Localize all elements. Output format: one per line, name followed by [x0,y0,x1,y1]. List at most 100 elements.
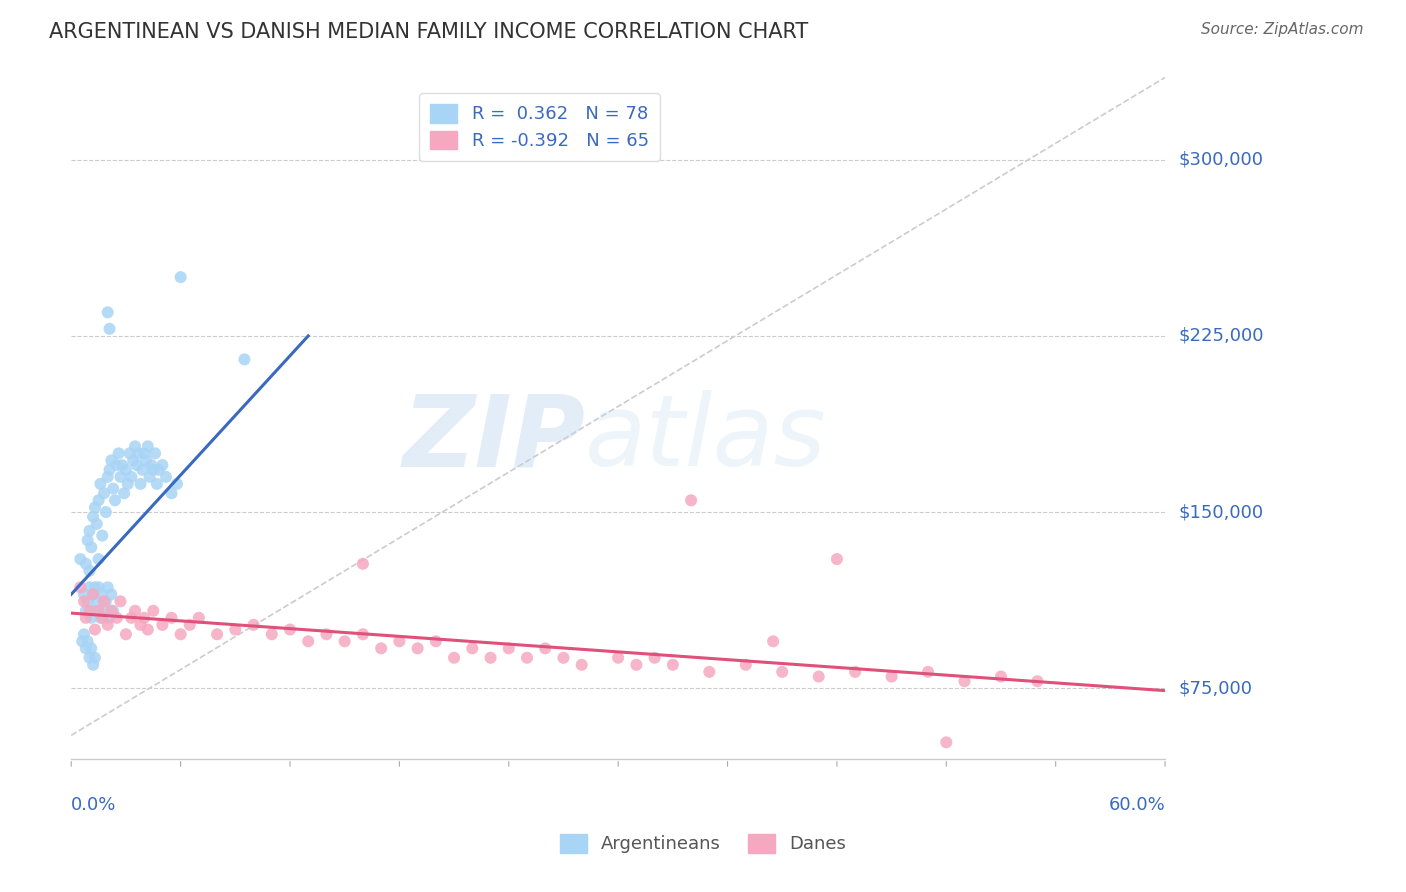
Point [73,627,96,641]
Point [75,641,97,656]
Point [205,627,228,641]
Text: 0.0%: 0.0% [72,797,117,814]
Point [100,587,122,601]
Point [84,623,107,637]
Point [150,618,173,632]
Point [352,627,374,641]
Point [69,552,91,566]
Point [166,476,188,491]
Point [115,463,138,477]
Point [844,665,866,679]
Point [75,611,97,625]
Point [136,623,159,637]
Point [97,470,120,484]
Point [79,604,101,618]
Point [101,482,124,496]
Point [75,604,97,618]
Point [89,611,111,625]
Point [150,458,173,472]
Point [626,657,648,672]
Point [553,650,575,665]
Point [73,587,96,601]
Point [76,533,98,548]
Point [84,500,107,515]
Point [681,493,703,508]
Point [443,650,465,665]
Text: ARGENTINEAN VS DANISH MEDIAN FAMILY INCOME CORRELATION CHART: ARGENTINEAN VS DANISH MEDIAN FAMILY INCO… [49,22,808,42]
Point [111,458,134,472]
Point [107,446,129,460]
Point [93,486,115,500]
Point [82,587,104,601]
Point [94,505,117,519]
Point [87,604,110,618]
Point [100,604,122,618]
Point [80,641,103,656]
Point [110,594,132,608]
Point [70,634,93,648]
Point [734,657,756,672]
Point [425,634,447,648]
Point [84,580,107,594]
Point [179,618,201,632]
Text: Source: ZipAtlas.com: Source: ZipAtlas.com [1201,22,1364,37]
Text: atlas: atlas [585,390,827,487]
Point [129,476,152,491]
Point [155,470,177,484]
Point [807,669,830,683]
Point [105,458,128,472]
Point [93,594,115,608]
Point [73,594,96,608]
Point [87,493,110,508]
Text: $75,000: $75,000 [1180,680,1253,698]
Point [315,627,337,641]
Point [125,458,148,472]
Point [134,611,156,625]
Point [79,564,101,578]
Point [169,627,191,641]
Point [97,305,120,319]
Point [98,463,121,477]
Point [141,458,163,472]
Point [479,650,502,665]
Point [880,669,903,683]
Text: ZIP: ZIP [402,390,585,487]
Point [233,352,256,367]
Point [352,557,374,571]
Point [370,641,392,656]
Point [134,446,156,460]
Point [86,516,108,531]
Point [120,470,142,484]
Point [79,524,101,538]
Point [101,604,124,618]
Point [644,650,666,665]
Point [104,493,127,508]
Point [82,587,104,601]
Point [93,604,115,618]
Legend: R =  0.362   N = 78, R = -0.392   N = 65: R = 0.362 N = 78, R = -0.392 N = 65 [419,94,659,161]
Point [79,580,101,594]
Point [917,665,939,679]
Point [98,322,121,336]
Point [406,641,429,656]
Point [129,618,152,632]
Point [333,634,356,648]
Point [86,594,108,608]
Point [146,476,169,491]
Point [117,476,139,491]
Point [89,476,111,491]
Point [97,618,120,632]
Point [131,463,153,477]
Point [91,528,114,542]
Point [91,611,114,625]
Point [990,669,1012,683]
Point [76,594,98,608]
Point [516,650,538,665]
Point [112,486,135,500]
Point [91,587,114,601]
Point [124,439,146,453]
Point [75,557,97,571]
Point [80,611,103,625]
Point [160,611,183,625]
Point [80,541,103,555]
